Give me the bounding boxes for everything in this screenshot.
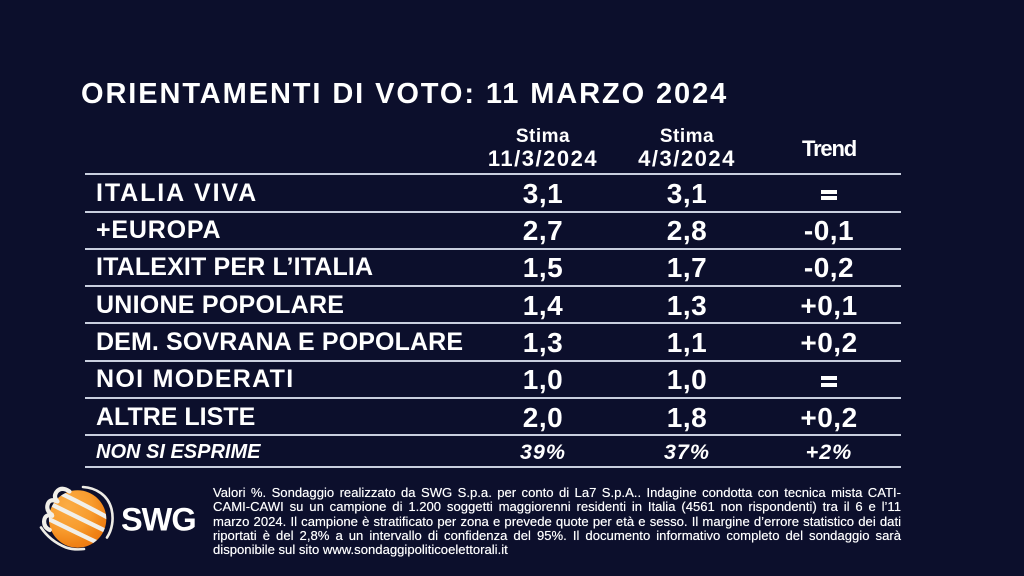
svg-text:SWG: SWG — [121, 502, 196, 538]
